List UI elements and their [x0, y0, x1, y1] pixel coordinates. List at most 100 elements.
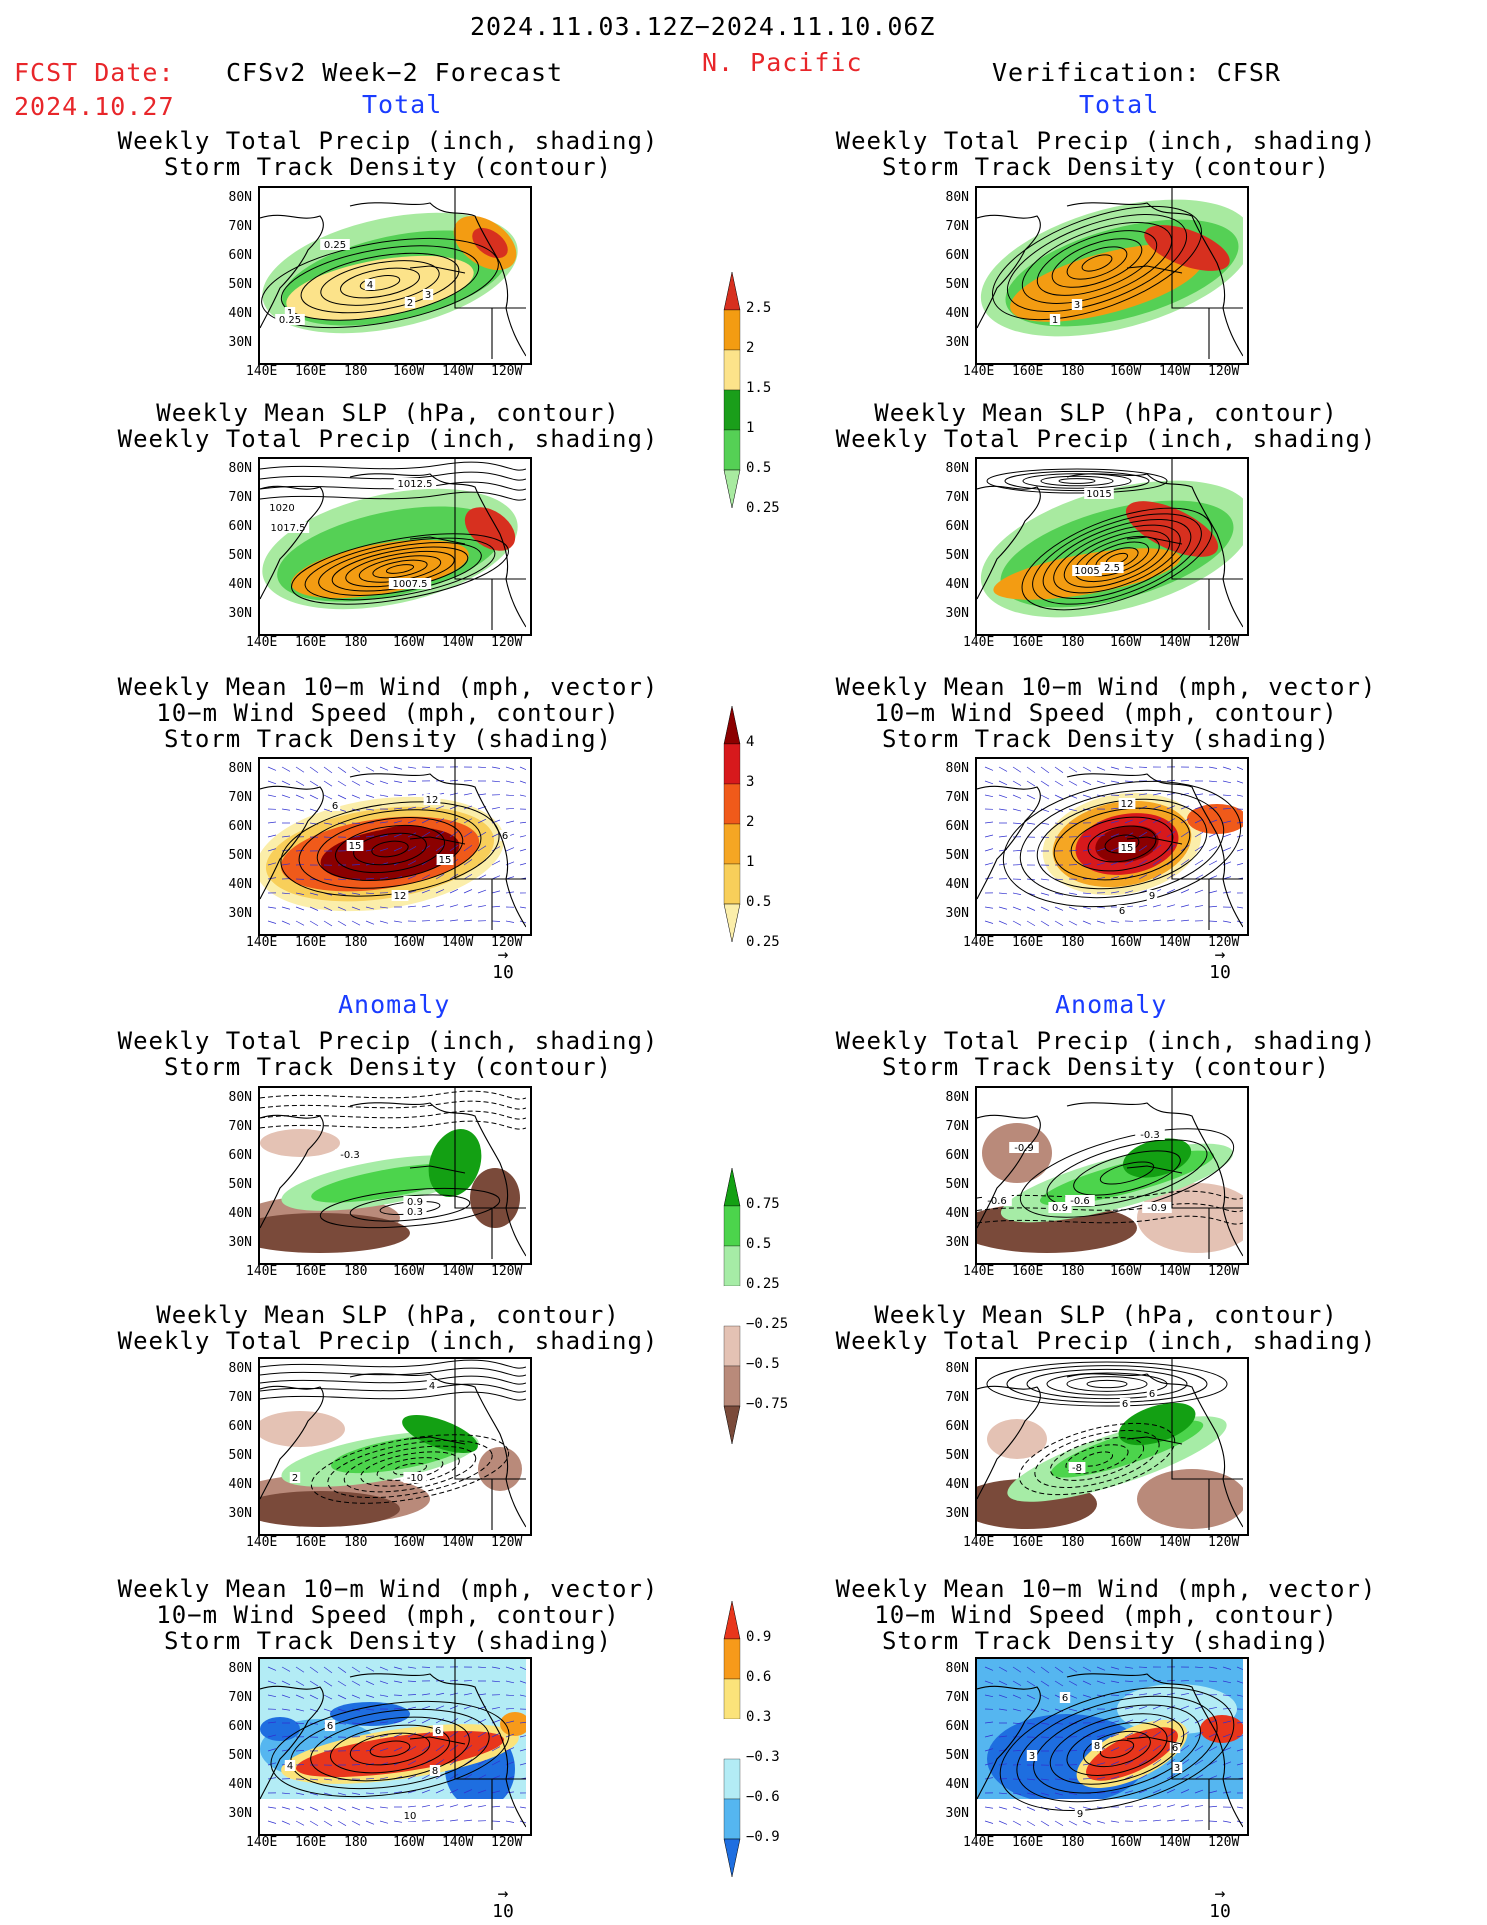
colorbar-segment	[723, 309, 741, 351]
lon-tick-label: 160W	[393, 364, 425, 379]
lat-tick-label: 30N	[228, 1806, 252, 1821]
lat-tick-label: 60N	[945, 248, 969, 263]
panel-title-anomaly-forecast-slp: Weekly Mean SLP (hPa, contour) Weekly Tot…	[117, 1301, 659, 1355]
section-total-verification: Total	[1079, 90, 1160, 119]
colorbar-segment	[723, 1245, 741, 1287]
contour-label: 6	[1149, 1389, 1155, 1400]
lat-tick-label: 80N	[228, 761, 252, 776]
colorbar-tick-label: 1	[746, 854, 755, 870]
contour-label: 6	[502, 831, 508, 842]
lon-tick-label: 120W	[1208, 935, 1240, 950]
lon-tick-label: 160E	[1012, 1264, 1044, 1279]
vector-reference-total-forecast: → 10	[492, 944, 514, 984]
colorbar-segment	[724, 1286, 740, 1326]
slp-anom-contours	[986, 1361, 1228, 1407]
lat-tick-label: 50N	[945, 848, 969, 863]
colorbar-segment	[723, 271, 741, 311]
lon-tick-label: 120W	[491, 1264, 523, 1279]
wind-vectors	[267, 766, 526, 927]
lon-tick-label: 160E	[295, 935, 327, 950]
lon-tick-label: 140E	[246, 635, 278, 650]
wind-speed-contours	[280, 801, 500, 897]
precip-anom-shade	[470, 1168, 520, 1228]
storm-track-contours	[261, 237, 499, 329]
precip-anom-shade	[987, 1419, 1047, 1459]
map-anomaly-verification-wind: 6 3 8 6 3 9	[975, 1657, 1249, 1836]
contour-label: 9	[1077, 1809, 1083, 1820]
panel-title-anomaly-forecast-wind: Weekly Mean 10−m Wind (mph, vector) 10−m …	[117, 1575, 659, 1655]
precip-anom-shade	[478, 1447, 522, 1491]
precip-anom-shade	[260, 1491, 400, 1527]
lat-tick-label: 70N	[228, 1690, 252, 1705]
density-shade	[360, 825, 440, 863]
map-anomaly-forecast-precip: -0.3 0.9 0.3	[258, 1086, 532, 1265]
coastline	[977, 459, 1243, 630]
lat-tick-label: 50N	[228, 277, 252, 292]
map-total-forecast-wind: 6 12 15 15 6 12	[258, 757, 532, 936]
slp-contours-high	[986, 468, 1168, 494]
lat-tick-label: 80N	[945, 1090, 969, 1105]
lat-tick-label: 40N	[945, 1477, 969, 1492]
map-anomaly-forecast-slp: 4 2 -10	[258, 1357, 532, 1536]
colorbar-tick-label: 3	[746, 774, 755, 790]
lat-tick-label: 50N	[228, 1177, 252, 1192]
precip-anom-shade	[260, 1411, 345, 1447]
lat-tick-label: 60N	[945, 819, 969, 834]
colorbar-segment	[723, 1205, 741, 1247]
colorbar-segment	[723, 705, 741, 745]
colorbar-tick-label: 0.25	[746, 934, 780, 950]
contour-label: 1	[287, 308, 293, 319]
fcst-date-value: 2024.10.27	[14, 92, 175, 121]
lon-tick-label: 120W	[1208, 1264, 1240, 1279]
lat-tick-label: 50N	[228, 1748, 252, 1763]
colorbar-tick-label: −0.75	[746, 1396, 789, 1412]
lat-tick-label: 40N	[228, 1777, 252, 1792]
lat-tick-label: 50N	[945, 277, 969, 292]
density-anom-shade	[1200, 1715, 1243, 1743]
lon-tick-label: 160W	[393, 1835, 425, 1850]
map-anomaly-verification-precip: -0.3 -0.9 -0.6 0.9 -0.6 -0.9	[975, 1086, 1249, 1265]
precip-anom-shade	[1137, 1183, 1243, 1253]
coastline	[977, 1088, 1243, 1259]
contour-label: 1015	[1086, 489, 1111, 500]
lon-tick-label: 160E	[1012, 935, 1044, 950]
lon-tick-label: 140W	[1159, 1535, 1191, 1550]
lat-tick-label: 30N	[945, 1806, 969, 1821]
lat-tick-label: 40N	[945, 1206, 969, 1221]
lat-tick-label: 60N	[228, 519, 252, 534]
lon-tick-label: 160W	[1110, 935, 1142, 950]
colorbar-tick-label: 0.3	[746, 1709, 772, 1725]
lon-tick-label: 180	[1061, 1264, 1085, 1279]
colorbar-tick-label: 0.5	[746, 1236, 772, 1252]
lat-tick-label: 50N	[945, 1448, 969, 1463]
lon-tick-label: 160W	[393, 935, 425, 950]
lat-tick-label: 40N	[945, 577, 969, 592]
lat-tick-label: 50N	[228, 848, 252, 863]
coastline	[260, 1088, 526, 1259]
lat-tick-label: 70N	[228, 1119, 252, 1134]
contour-label: 6	[1062, 1693, 1068, 1704]
lon-tick-label: 160E	[295, 635, 327, 650]
colorbar-segment	[723, 1638, 741, 1680]
lon-tick-label: 120W	[491, 364, 523, 379]
contour-label: 10	[404, 1811, 417, 1822]
lon-tick-label: 180	[1061, 1835, 1085, 1850]
lat-tick-label: 80N	[228, 190, 252, 205]
colorbar-tick-label: 1	[746, 420, 755, 436]
map-anomaly-forecast-wind: 6 4 6 8 10	[258, 1657, 532, 1836]
contour-label: 0.3	[407, 1207, 423, 1218]
lon-tick-label: 140E	[246, 935, 278, 950]
lat-tick-label: 60N	[945, 1419, 969, 1434]
precip-anom-shade	[402, 1415, 478, 1453]
lat-tick-label: 60N	[228, 1148, 252, 1163]
lat-tick-label: 60N	[945, 519, 969, 534]
colorbar-segment	[723, 1365, 741, 1407]
lat-tick-label: 80N	[945, 1361, 969, 1376]
lon-tick-label: 180	[344, 1835, 368, 1850]
lon-tick-label: 140W	[442, 1835, 474, 1850]
lat-tick-label: 60N	[945, 1719, 969, 1734]
colorbar-tick-label: 0.25	[746, 500, 780, 516]
panel-title-anomaly-forecast-precip: Weekly Total Precip (inch, shading) Storm…	[117, 1027, 659, 1081]
map-total-verification-wind: 12 15 9 6	[975, 757, 1249, 936]
lat-tick-label: 60N	[228, 1719, 252, 1734]
